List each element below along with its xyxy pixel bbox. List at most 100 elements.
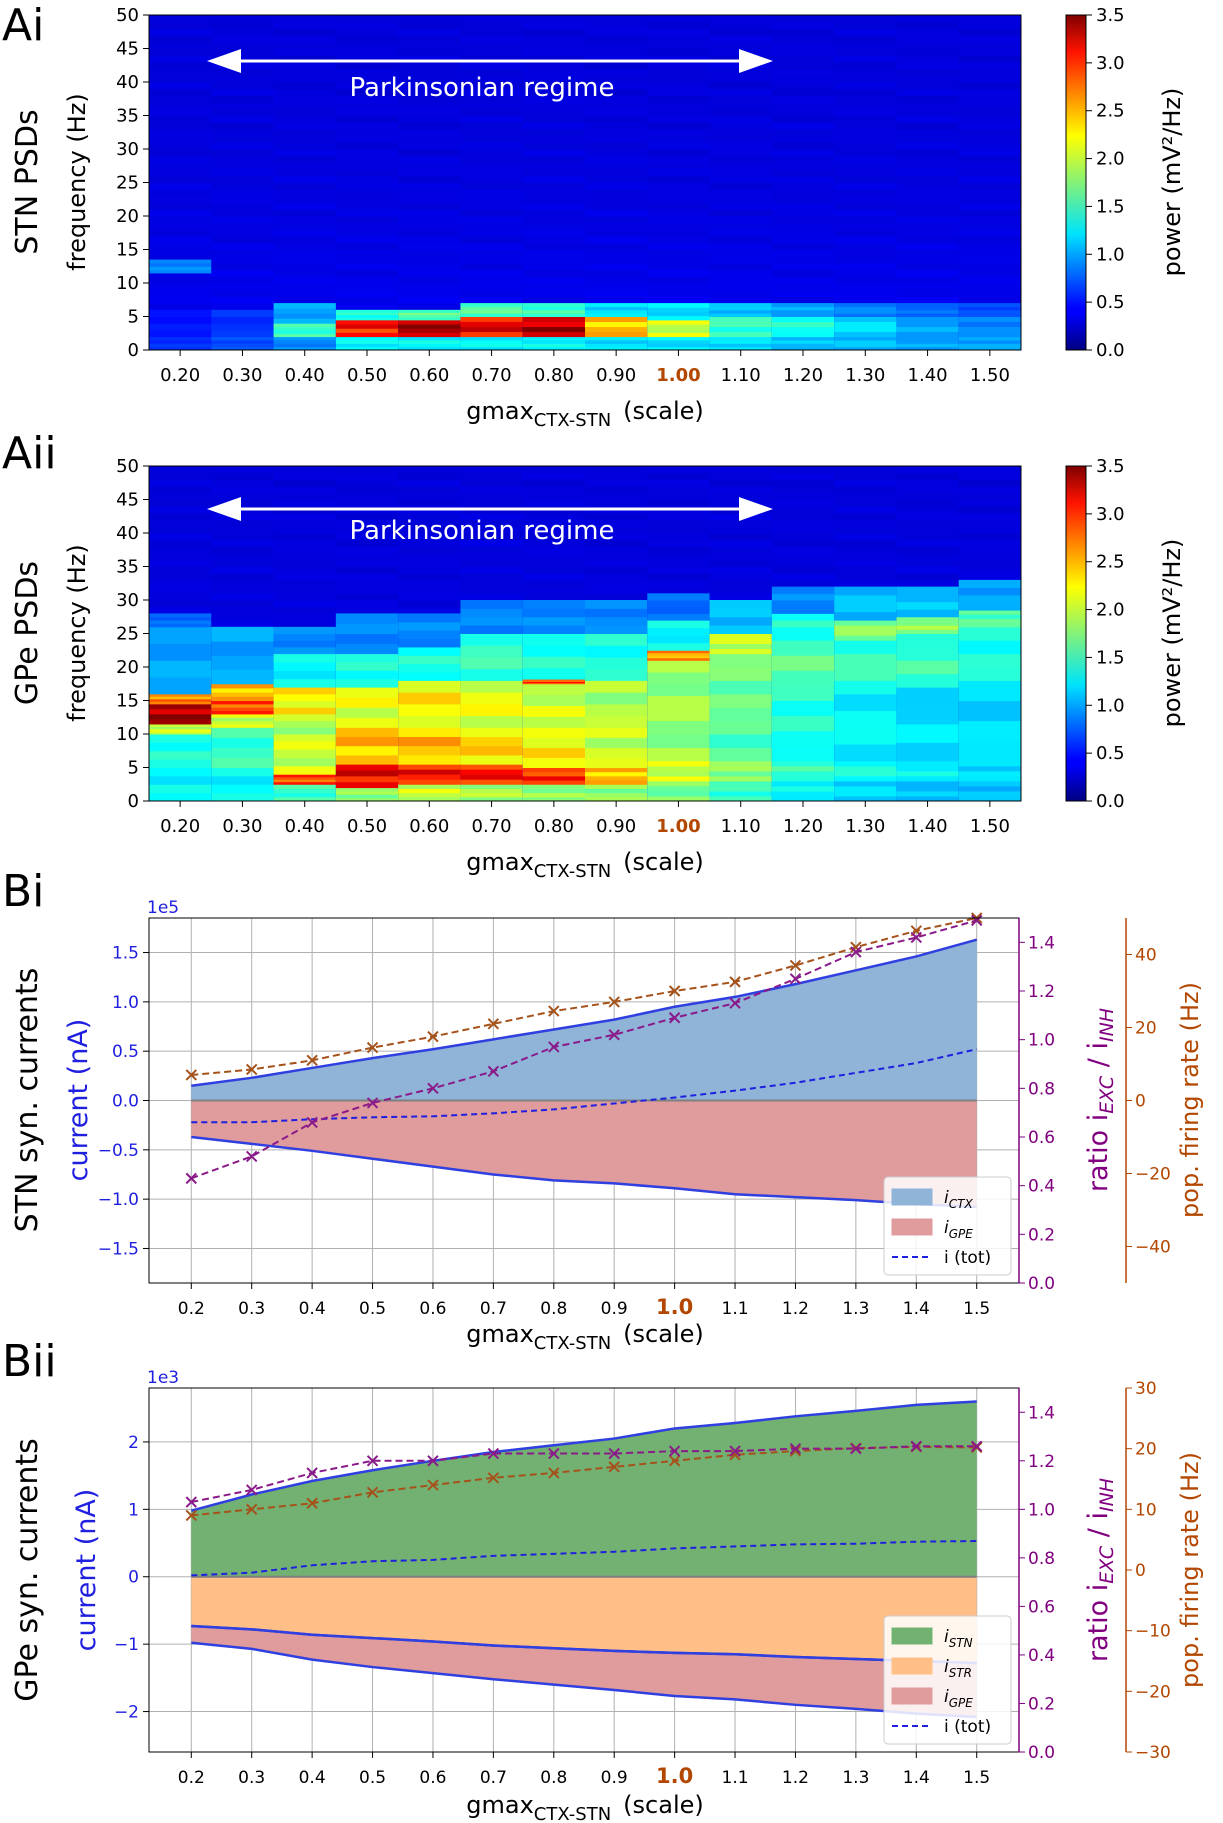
heatmap-column xyxy=(585,466,648,802)
heatmap-cell xyxy=(398,108,461,116)
heatmap-cell xyxy=(647,519,711,527)
heatmap-cell xyxy=(958,41,1022,49)
heatmap-cell xyxy=(211,727,275,738)
heatmap-cell xyxy=(834,115,897,123)
heatmap-cell xyxy=(896,195,960,204)
heatmap-cell xyxy=(771,579,835,588)
heatmap-cell xyxy=(647,311,711,317)
heatmap-cell xyxy=(647,635,711,644)
heatmap-cell xyxy=(398,606,461,614)
marker-stroke xyxy=(850,1442,862,1455)
heatmap-cell xyxy=(273,600,337,608)
ratio-tick-label: 0.0 xyxy=(1028,1274,1055,1294)
heatmap-cell xyxy=(834,162,897,170)
heatmap-cell xyxy=(460,784,524,789)
legend-label: i (tot) xyxy=(944,1717,991,1737)
heatmap-cell xyxy=(460,764,524,770)
heatmap-cell xyxy=(834,512,897,521)
heatmap-cell xyxy=(709,608,773,618)
heatmap-cell xyxy=(771,593,835,601)
heatmap-cell xyxy=(896,586,960,595)
heatmap-cell xyxy=(398,672,461,681)
heatmap-cell xyxy=(149,343,212,348)
heatmap-cell xyxy=(709,276,773,284)
heatmap-cell xyxy=(149,492,212,500)
heatmap-cell xyxy=(273,115,337,123)
heatmap-cell xyxy=(149,566,212,574)
heatmap-cell xyxy=(896,55,960,63)
heatmap-cell xyxy=(896,283,960,291)
heatmap-cell xyxy=(398,343,461,348)
heatmap-cell xyxy=(896,169,960,177)
heatmap-cell xyxy=(211,492,275,500)
heatmap-cell xyxy=(958,296,1022,304)
heatmap-cell xyxy=(335,149,399,157)
heatmap-cell xyxy=(958,48,1022,56)
heatmap-cell xyxy=(460,715,524,728)
heatmap-cell xyxy=(709,747,773,762)
heatmap-cell xyxy=(896,660,960,675)
heatmap-cell xyxy=(149,41,212,49)
heatmap-cell xyxy=(647,339,711,344)
y-tick-label: 15 xyxy=(116,691,139,712)
heatmap-cell xyxy=(398,796,461,802)
heatmap-cell xyxy=(896,108,960,116)
heatmap-cell xyxy=(958,346,1022,351)
heatmap-cell xyxy=(771,479,835,487)
heatmap-cell xyxy=(522,142,586,150)
heatmap-cell xyxy=(522,283,586,291)
heatmap-cell xyxy=(647,209,711,217)
heatmap-cell xyxy=(585,216,648,224)
y-tick-label: 30 xyxy=(116,139,139,160)
heatmap-cell xyxy=(958,331,1022,338)
heatmap-cell xyxy=(211,189,275,197)
heatmap-cell xyxy=(522,128,586,137)
heatmap-cell xyxy=(771,499,835,507)
heatmap-cell xyxy=(335,573,399,581)
y-tick-label: 10 xyxy=(116,724,139,745)
heatmap-cell xyxy=(709,653,773,668)
marker-stroke xyxy=(548,1467,560,1479)
y-tick-label: 5 xyxy=(128,758,139,779)
heatmap-cell xyxy=(273,175,337,183)
heatmap-cell xyxy=(149,289,212,297)
heatmap-cell xyxy=(585,195,648,204)
heatmap-cell xyxy=(771,606,835,614)
heatmap-cell xyxy=(647,620,711,629)
heatmap-cell xyxy=(896,533,960,541)
heatmap-cell xyxy=(958,15,1022,23)
heatmap-cells xyxy=(149,15,1022,351)
heatmap-cell xyxy=(460,296,524,304)
heatmap-cell xyxy=(273,195,337,204)
heatmap-cell xyxy=(522,593,586,601)
legend-item: iCTX xyxy=(891,1188,973,1211)
current-boundary-line xyxy=(191,1624,977,1665)
heatmap-cell xyxy=(522,343,586,348)
regime-arrow-right-head xyxy=(739,497,773,521)
heatmap-cell xyxy=(834,594,897,604)
heatmap-cell xyxy=(522,737,586,748)
heatmap-cell xyxy=(834,95,897,103)
heatmap-cell xyxy=(460,566,524,574)
heatmap-cell xyxy=(709,790,773,797)
heatmap-cell xyxy=(398,519,461,527)
heatmap-cell xyxy=(460,526,524,534)
heatmap-cell xyxy=(273,519,337,527)
heatmap-cell xyxy=(834,526,897,534)
heatmap-cell xyxy=(273,236,337,244)
x-tick-label: 0.80 xyxy=(534,816,574,837)
heatmap-cell xyxy=(273,670,337,680)
heatmap-cell xyxy=(709,643,773,650)
heatmap-cell xyxy=(896,48,960,56)
heatmap-cell xyxy=(585,593,648,601)
heatmap-cell xyxy=(149,182,212,190)
heatmap-cell xyxy=(771,730,835,747)
heatmap-cell xyxy=(647,269,711,277)
regime-arrow-right-head xyxy=(739,49,773,73)
heatmap-cell xyxy=(460,633,524,646)
heatmap-cell xyxy=(522,608,586,618)
legend-swatch xyxy=(891,1657,933,1675)
heatmap-cell xyxy=(647,222,711,230)
heatmap-cell xyxy=(896,88,960,96)
